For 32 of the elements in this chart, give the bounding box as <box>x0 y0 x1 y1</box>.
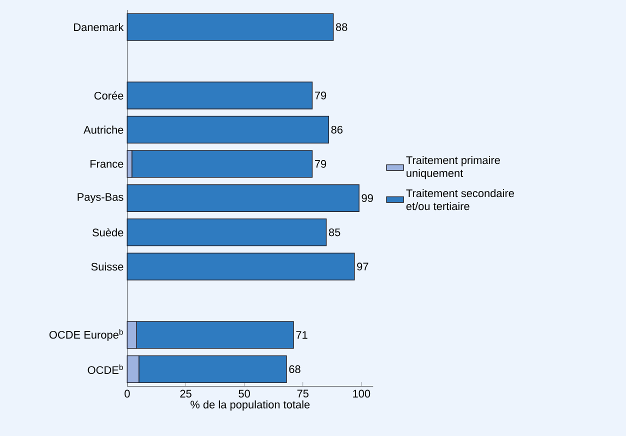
total-label: 85 <box>328 228 340 236</box>
x-tick-label: 75 <box>297 390 308 398</box>
bar <box>126 82 313 110</box>
x-tick-label: 50 <box>238 390 250 398</box>
x-axis-title: % de la population totale <box>190 400 310 411</box>
y-tick-label: Corée <box>94 91 124 100</box>
total-label: 71 <box>296 331 308 339</box>
y-tick-label: OCDE$^{b}$ <box>88 364 123 374</box>
total-label: 97 <box>357 262 368 270</box>
x-tick-label: 0 <box>124 390 130 398</box>
y-tick-label: Autriche <box>84 126 124 134</box>
total-label: 79 <box>314 92 326 100</box>
total-label: 68 <box>289 365 300 374</box>
total-label: 79 <box>314 160 326 168</box>
bar <box>126 252 355 280</box>
bar <box>126 116 330 144</box>
y-tick-label: Pays-Bas <box>78 193 124 203</box>
bar <box>126 13 334 41</box>
y-tick-label: OCDE Europe$^{b}$ <box>49 329 123 341</box>
x-tick-label: 25 <box>180 390 192 398</box>
bar <box>126 184 360 212</box>
y-tick-label: Suisse <box>91 262 124 271</box>
total-label: 86 <box>331 126 343 134</box>
y-tick-label: Suède <box>92 228 124 236</box>
x-tick-label: 100 <box>353 390 370 398</box>
legend-label: Traitement primaire uniquement <box>406 156 500 180</box>
y-tick-label: Danemark <box>74 23 124 32</box>
legend-label: Traitement secondaire et/ou tertiaire <box>406 189 514 210</box>
total-label: 88 <box>336 23 348 31</box>
total-label: 99 <box>362 194 373 202</box>
y-tick-label: France <box>90 160 124 168</box>
bar <box>126 218 327 246</box>
